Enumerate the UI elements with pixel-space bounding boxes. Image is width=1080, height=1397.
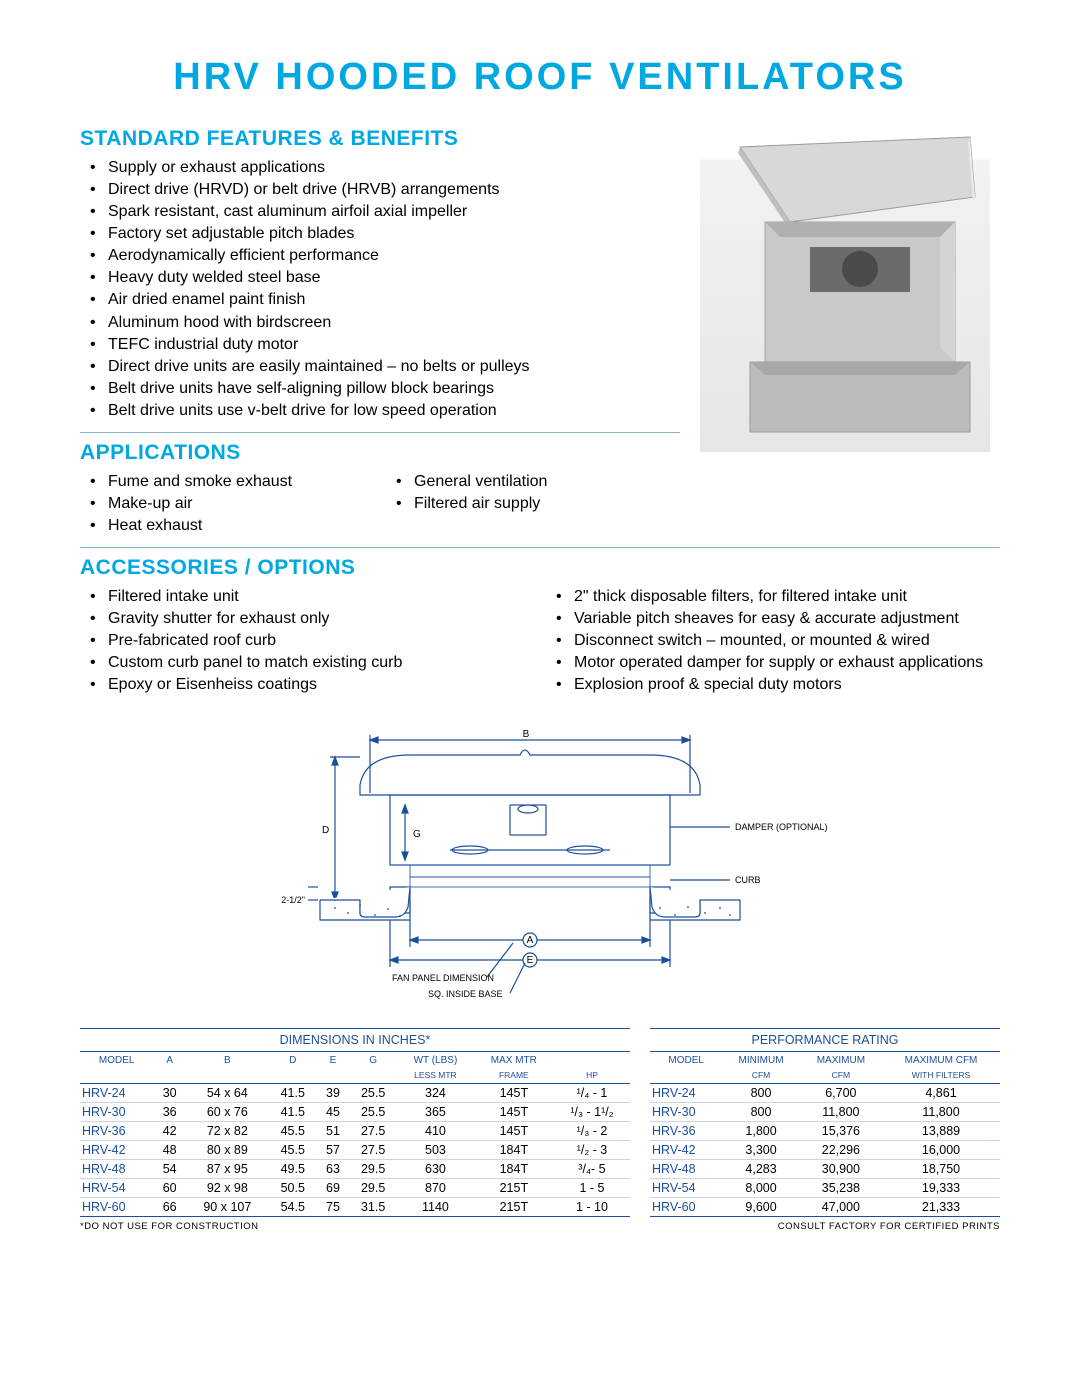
list-item: Motor operated damper for supply or exha… [574, 652, 1000, 674]
footnote-right: CONSULT FACTORY FOR CERTIFIED PRINTS [650, 1221, 1000, 1232]
svg-text:A: A [527, 935, 534, 946]
list-item: Variable pitch sheaves for easy & accura… [574, 608, 1000, 630]
col-head: WITH FILTERS [882, 1068, 1000, 1084]
col-head [317, 1068, 349, 1084]
footnote-left: *DO NOT USE FOR CONSTRUCTION [80, 1221, 630, 1232]
col-head: MAXIMUM CFM [882, 1051, 1000, 1068]
list-item: Make-up air [108, 493, 374, 515]
col-head: LESS MTR [397, 1068, 474, 1084]
list-item: Explosion proof & special duty motors [574, 674, 1000, 696]
col-head: CFM [722, 1068, 799, 1084]
table-row: HRV-606690 x 10754.57531.51140215T1 - 10 [80, 1197, 630, 1216]
list-item: Aluminum hood with birdscreen [108, 312, 680, 334]
page-title: HRV HOODED ROOF VENTILATORS [80, 56, 1000, 99]
svg-text:B: B [523, 729, 530, 740]
col-head [80, 1068, 153, 1084]
table-row: HRV-248006,7004,861 [650, 1083, 1000, 1102]
svg-text:DAMPER (OPTIONAL): DAMPER (OPTIONAL) [735, 822, 828, 832]
dimension-diagram: B D G DAMPER (OPTIONAL) [80, 725, 1000, 1010]
list-item: Air dried enamel paint finish [108, 289, 680, 311]
list-item: 2" thick disposable filters, for filtere… [574, 586, 1000, 608]
list-item: Disconnect switch – mounted, or mounted … [574, 630, 1000, 652]
features-list: Supply or exhaust applicationsDirect dri… [80, 157, 680, 422]
table-row: HRV-546092 x 9850.56929.5870215T1 - 5 [80, 1178, 630, 1197]
table-row: HRV-303660 x 7641.54525.5365145T¹/₃ - 1¹… [80, 1102, 630, 1121]
col-head: MODEL [80, 1051, 153, 1068]
accessories-left: Filtered intake unitGravity shutter for … [80, 586, 534, 696]
list-item: Spark resistant, cast aluminum airfoil a… [108, 201, 680, 223]
svg-text:2-1/2": 2-1/2" [281, 895, 305, 905]
applications-right: General ventilationFiltered air supply [386, 471, 680, 537]
list-item: General ventilation [414, 471, 680, 493]
col-head [650, 1068, 722, 1084]
col-head: FRAME [474, 1068, 554, 1084]
list-item: Epoxy or Eisenheiss coatings [108, 674, 534, 696]
applications-heading: APPLICATIONS [80, 441, 680, 465]
product-photo [700, 127, 990, 452]
col-head: A [153, 1051, 185, 1068]
table-row: HRV-424880 x 8945.55727.5503184T¹/₂ - 3 [80, 1140, 630, 1159]
svg-text:G: G [413, 829, 421, 840]
table-row: HRV-243054 x 6441.53925.5324145T¹/₄ - 1 [80, 1083, 630, 1102]
svg-text:SQ. INSIDE BASE: SQ. INSIDE BASE [428, 989, 503, 999]
divider [80, 432, 680, 433]
col-head: MINIMUM [722, 1051, 799, 1068]
list-item: Belt drive units have self-aligning pill… [108, 378, 680, 400]
col-head: G [349, 1051, 397, 1068]
dimensions-table: DIMENSIONS IN INCHES* MODELABDEGWT (LBS)… [80, 1028, 630, 1217]
table-row: HRV-485487 x 9549.56329.5630184T³/₄- 5 [80, 1159, 630, 1178]
list-item: Direct drive units are easily maintained… [108, 356, 680, 378]
col-head [153, 1068, 185, 1084]
performance-table: PERFORMANCE RATING MODELMINIMUMMAXIMUMMA… [650, 1028, 1000, 1217]
table-row: HRV-3080011,80011,800 [650, 1102, 1000, 1121]
list-item: Direct drive (HRVD) or belt drive (HRVB)… [108, 179, 680, 201]
applications-left: Fume and smoke exhaustMake-up airHeat ex… [80, 471, 374, 537]
list-item: Heavy duty welded steel base [108, 267, 680, 289]
col-head: B [186, 1051, 269, 1068]
col-head: MODEL [650, 1051, 722, 1068]
svg-text:FAN PANEL DIMENSION: FAN PANEL DIMENSION [392, 973, 494, 983]
list-item: TEFC industrial duty motor [108, 334, 680, 356]
svg-text:E: E [527, 955, 534, 966]
list-item: Fume and smoke exhaust [108, 471, 374, 493]
col-head: D [269, 1051, 317, 1068]
col-head: MAX MTR [474, 1051, 554, 1068]
list-item: Pre-fabricated roof curb [108, 630, 534, 652]
col-head [554, 1051, 630, 1068]
table-row: HRV-361,80015,37613,889 [650, 1121, 1000, 1140]
table-row: HRV-364272 x 8245.55127.5410145T¹/₃ - 2 [80, 1121, 630, 1140]
accessories-heading: ACCESSORIES / OPTIONS [80, 556, 1000, 580]
table-row: HRV-423,30022,29616,000 [650, 1140, 1000, 1159]
list-item: Belt drive units use v-belt drive for lo… [108, 400, 680, 422]
list-item: Gravity shutter for exhaust only [108, 608, 534, 630]
svg-text:CURB: CURB [735, 875, 761, 885]
col-head [349, 1068, 397, 1084]
col-head: MAXIMUM [800, 1051, 882, 1068]
table-row: HRV-484,28330,90018,750 [650, 1159, 1000, 1178]
divider [80, 547, 1000, 548]
col-head: WT (LBS) [397, 1051, 474, 1068]
col-head: CFM [800, 1068, 882, 1084]
col-head: HP [554, 1068, 630, 1084]
col-head: E [317, 1051, 349, 1068]
table-row: HRV-548,00035,23819,333 [650, 1178, 1000, 1197]
col-head [269, 1068, 317, 1084]
svg-text:D: D [322, 825, 329, 836]
accessories-right: 2" thick disposable filters, for filtere… [546, 586, 1000, 696]
list-item: Supply or exhaust applications [108, 157, 680, 179]
col-head [186, 1068, 269, 1084]
list-item: Filtered intake unit [108, 586, 534, 608]
features-heading: STANDARD FEATURES & BENEFITS [80, 127, 680, 151]
list-item: Factory set adjustable pitch blades [108, 223, 680, 245]
list-item: Heat exhaust [108, 515, 374, 537]
list-item: Aerodynamically efficient performance [108, 245, 680, 267]
list-item: Filtered air supply [414, 493, 680, 515]
list-item: Custom curb panel to match existing curb [108, 652, 534, 674]
table-row: HRV-609,60047,00021,333 [650, 1197, 1000, 1216]
